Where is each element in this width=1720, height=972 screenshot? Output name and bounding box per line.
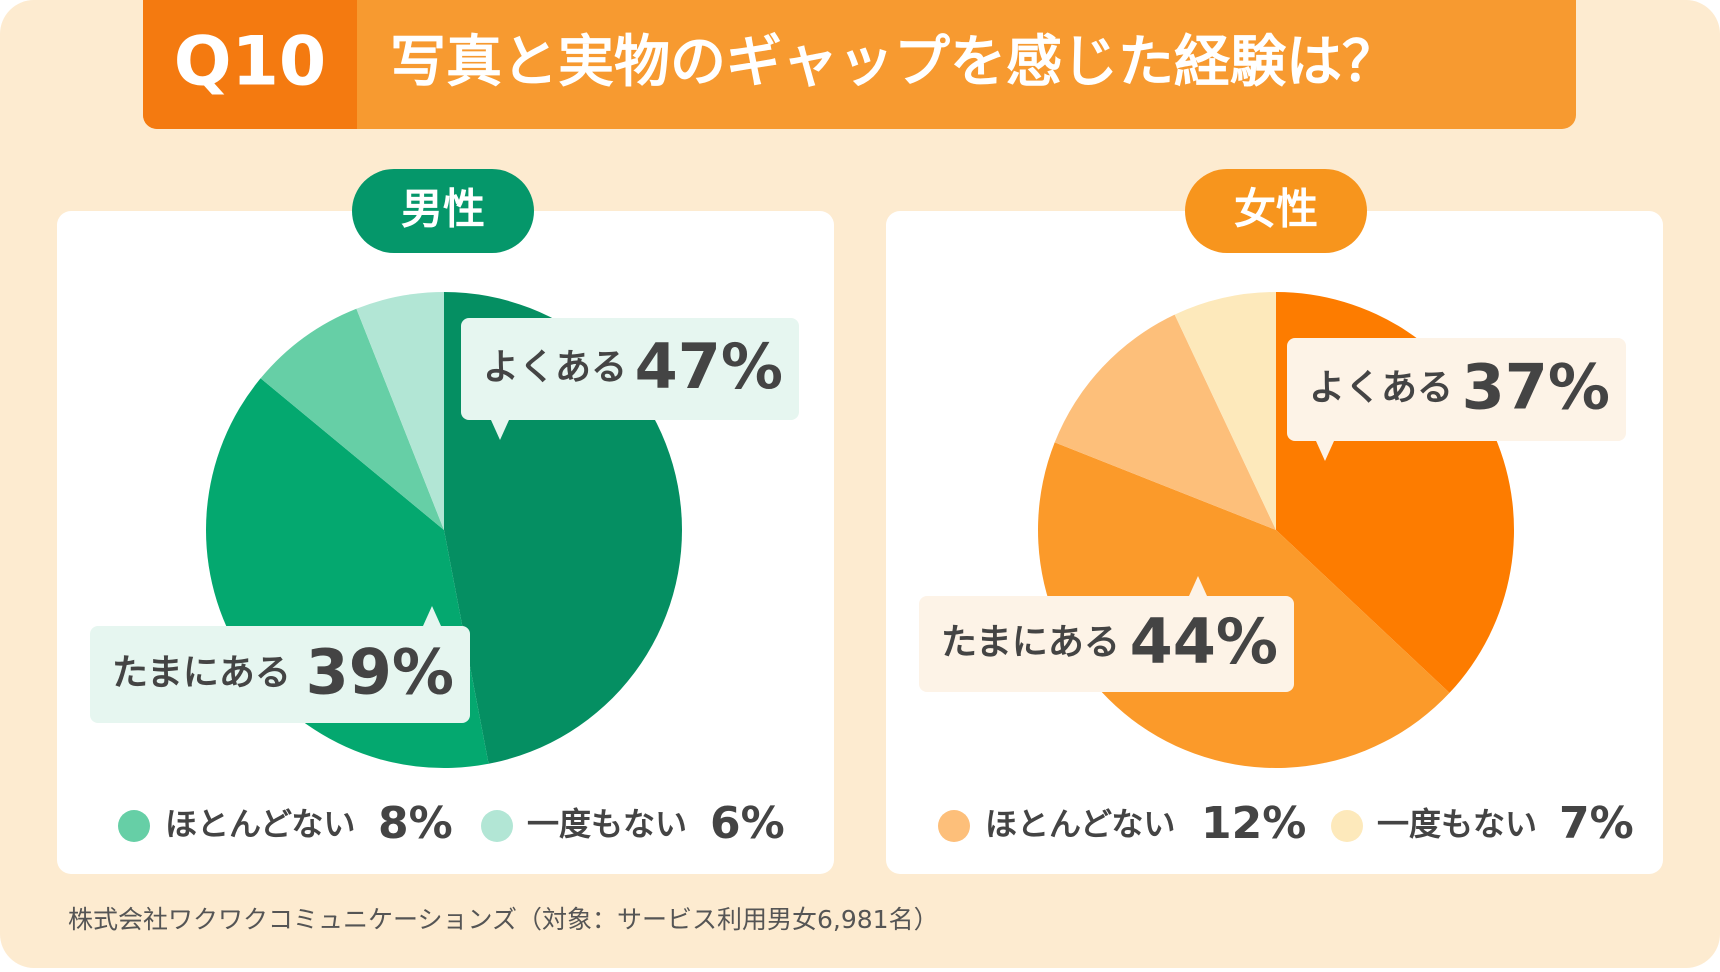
source: 株式会社ワクワクコミュニケーションズ（対象：サービス利用男女6,981名） [68, 905, 939, 934]
pie-slice [1174, 292, 1276, 530]
legend-value: 6% [710, 798, 785, 849]
pie-slice [1054, 314, 1276, 530]
callout-label: よくある [1309, 368, 1453, 409]
legend-dot [481, 810, 513, 842]
legend-dot [938, 810, 970, 842]
callout-value: 47% [635, 330, 783, 403]
legend-value: 12% [1201, 798, 1306, 849]
legend-dot [118, 810, 150, 842]
callout-value: 39% [306, 636, 454, 709]
callout-box [919, 596, 1294, 692]
callout-label: たまにある [112, 653, 291, 694]
pie-slice [260, 308, 444, 530]
legend-value: 7% [1559, 798, 1634, 849]
callout-pointer [491, 420, 509, 440]
callout-box [1287, 338, 1626, 441]
callout-value: 37% [1462, 351, 1610, 424]
callout-pointer [1316, 441, 1334, 461]
legend-label: 一度もない [1377, 805, 1537, 843]
legend-label: ほとんどない [985, 805, 1175, 843]
header-bar [143, 0, 1576, 129]
legend-label: 一度もない [527, 805, 687, 843]
pie-slice [356, 292, 444, 530]
callout-box [461, 318, 799, 420]
callout-box [90, 626, 470, 723]
question-number: Q10 [174, 23, 326, 102]
callout-label: よくある [483, 347, 627, 388]
panel-title-pill [352, 169, 534, 253]
callout-value: 44% [1130, 605, 1278, 678]
callout-pointer [1189, 576, 1207, 596]
header-number-box [143, 0, 357, 129]
panel-title-pill [1185, 169, 1367, 253]
panel-title: 男性 [401, 185, 485, 234]
callout-pointer [423, 606, 441, 626]
callout-label: たまにある [941, 622, 1120, 663]
legend-value: 8% [378, 798, 453, 849]
legend-dot [1331, 810, 1363, 842]
legend-label: ほとんどない [165, 805, 355, 843]
question-title: 写真と実物のギャップを感じた経験は？ [390, 30, 1398, 95]
panel-title: 女性 [1234, 185, 1318, 234]
